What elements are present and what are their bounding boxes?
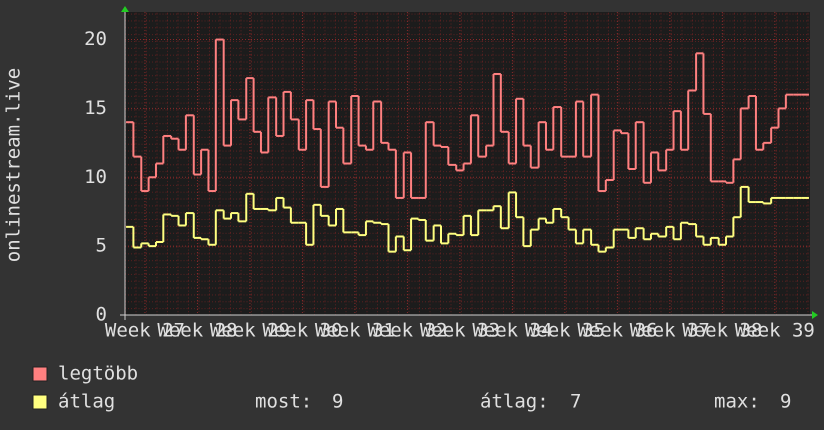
x-tick-label: Week 29 [210, 320, 290, 342]
x-tick-label: Week 38 [682, 320, 762, 342]
legend-swatch [32, 394, 48, 410]
grid [125, 12, 810, 316]
y-arrow [121, 6, 129, 12]
marks [126, 38, 809, 253]
x-tick-label: Week 35 [525, 320, 605, 342]
x-tick-label: Week 37 [630, 320, 710, 342]
legend-swatch [32, 366, 48, 382]
x-arrow [812, 311, 818, 319]
x-tick-label: Week 31 [315, 320, 395, 342]
stat-label: most: [255, 391, 312, 413]
x-tick-label: Week 39 [735, 320, 815, 342]
x-tick-label: Week 36 [577, 320, 657, 342]
stat-value: 9 [332, 391, 343, 413]
x-tick-label: Week 30 [262, 320, 342, 342]
y-tick-label: 0 [96, 304, 107, 326]
y-tick-label: 10 [84, 166, 107, 188]
y-tick-label: 5 [96, 235, 107, 257]
step-connector [132, 39, 787, 198]
stat-value: 9 [780, 391, 791, 413]
step-connector [132, 186, 773, 252]
x-tick-label: Week 32 [367, 320, 447, 342]
x-tick-label: Week 34 [472, 320, 552, 342]
x-tick-label: Week 28 [157, 320, 237, 342]
legend-label: átlag [58, 391, 115, 413]
legend-label: legtöbb [58, 363, 138, 385]
stat-value: 7 [570, 391, 581, 413]
y-tick-label: 15 [84, 97, 107, 119]
stat-label: átlag: [480, 391, 549, 413]
x-tick-label: Week 27 [105, 320, 185, 342]
y-axis-label: onlinestream.live [3, 68, 25, 262]
stat-label: max: [714, 391, 760, 413]
x-tick-label: Week 33 [420, 320, 500, 342]
y-tick-label: 20 [84, 28, 107, 50]
